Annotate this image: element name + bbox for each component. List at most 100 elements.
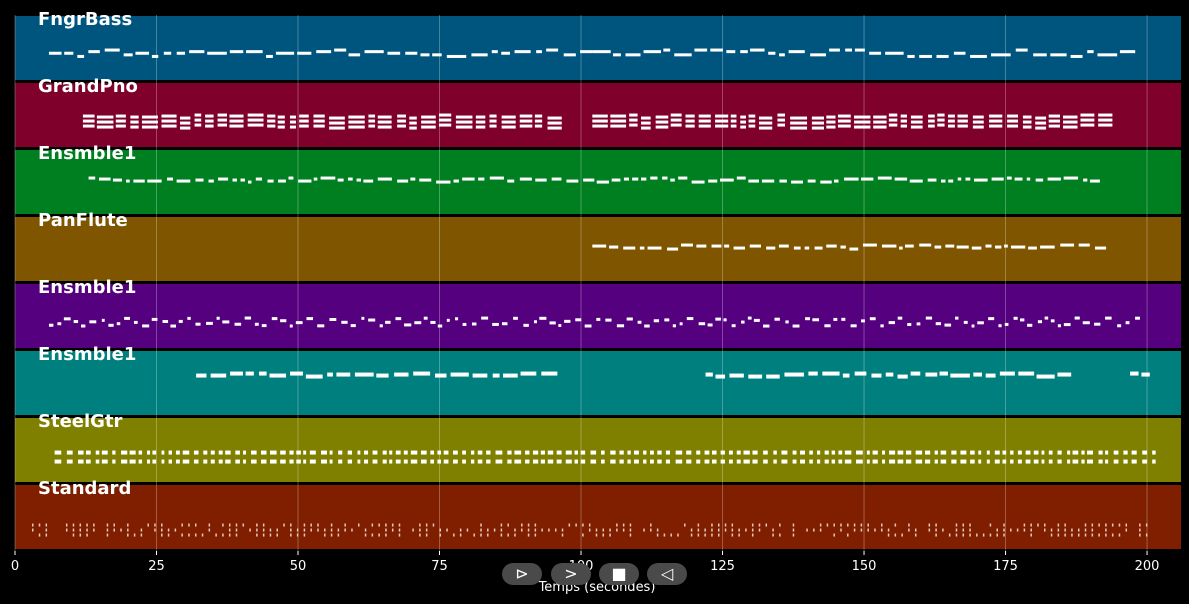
note (817, 459, 821, 464)
note (387, 51, 401, 55)
note (731, 324, 736, 328)
note (924, 459, 931, 464)
note (38, 533, 41, 537)
note (243, 459, 246, 464)
note (998, 324, 1002, 328)
note (773, 450, 777, 455)
note (609, 528, 611, 532)
note (216, 316, 220, 320)
note (909, 179, 923, 183)
note (344, 523, 346, 527)
note (910, 371, 921, 376)
note (1074, 316, 1080, 320)
note (650, 176, 658, 180)
note (1091, 528, 1094, 532)
note (772, 533, 774, 537)
note (697, 528, 700, 532)
note (1098, 113, 1113, 117)
note (973, 372, 982, 377)
note (957, 124, 968, 128)
note (218, 459, 223, 464)
note (182, 450, 190, 455)
note (208, 528, 211, 532)
note (872, 450, 878, 455)
note (385, 320, 391, 324)
note (234, 322, 242, 326)
note (962, 533, 965, 537)
note (486, 459, 491, 464)
note (1057, 324, 1061, 328)
note (1139, 528, 1141, 532)
note (182, 459, 190, 464)
note (1125, 523, 1128, 527)
note (357, 459, 361, 464)
note (86, 528, 88, 532)
note (129, 459, 136, 464)
note (779, 523, 781, 527)
forward-button[interactable]: > (551, 563, 591, 585)
note (316, 50, 332, 54)
note (745, 528, 747, 532)
note (419, 523, 421, 527)
note (455, 125, 473, 129)
stop-button[interactable]: ■ (599, 563, 639, 585)
note (391, 523, 394, 527)
note (758, 126, 773, 130)
note (276, 533, 279, 537)
note (368, 124, 376, 128)
note (347, 177, 353, 181)
note (788, 50, 805, 54)
note (276, 528, 279, 532)
note (986, 459, 990, 464)
note (977, 321, 984, 325)
note (686, 317, 694, 321)
note (866, 459, 870, 464)
note (720, 459, 725, 464)
back-button[interactable]: ◁ (647, 563, 687, 585)
note (838, 459, 843, 464)
note (915, 450, 923, 455)
note (146, 459, 151, 464)
note (194, 123, 202, 127)
note (768, 51, 776, 55)
note (1095, 246, 1107, 250)
note (833, 317, 838, 321)
note (856, 459, 863, 464)
note (525, 450, 530, 455)
note (313, 124, 325, 128)
note (831, 459, 836, 464)
play-button[interactable]: ⊳ (502, 563, 542, 585)
note (129, 450, 136, 455)
note (941, 179, 946, 183)
note (840, 523, 842, 527)
note (397, 179, 409, 183)
note (492, 373, 500, 378)
note (969, 523, 971, 527)
note (1064, 523, 1066, 527)
note (1019, 318, 1025, 322)
note (121, 450, 128, 455)
note (277, 125, 285, 129)
note (860, 528, 863, 532)
note (112, 178, 122, 182)
note (66, 450, 73, 455)
note (866, 450, 870, 455)
note (229, 124, 244, 128)
note (240, 178, 245, 182)
note (361, 316, 365, 320)
note (711, 528, 713, 532)
note (289, 450, 294, 455)
note (455, 115, 473, 119)
note (475, 120, 486, 124)
note (596, 317, 601, 321)
note (283, 523, 285, 527)
note (743, 450, 750, 455)
note (809, 450, 813, 455)
note (872, 459, 878, 464)
note (1117, 324, 1122, 328)
note (613, 53, 621, 57)
note (820, 180, 832, 184)
note (501, 322, 508, 326)
note (1098, 450, 1103, 455)
note (751, 533, 754, 537)
